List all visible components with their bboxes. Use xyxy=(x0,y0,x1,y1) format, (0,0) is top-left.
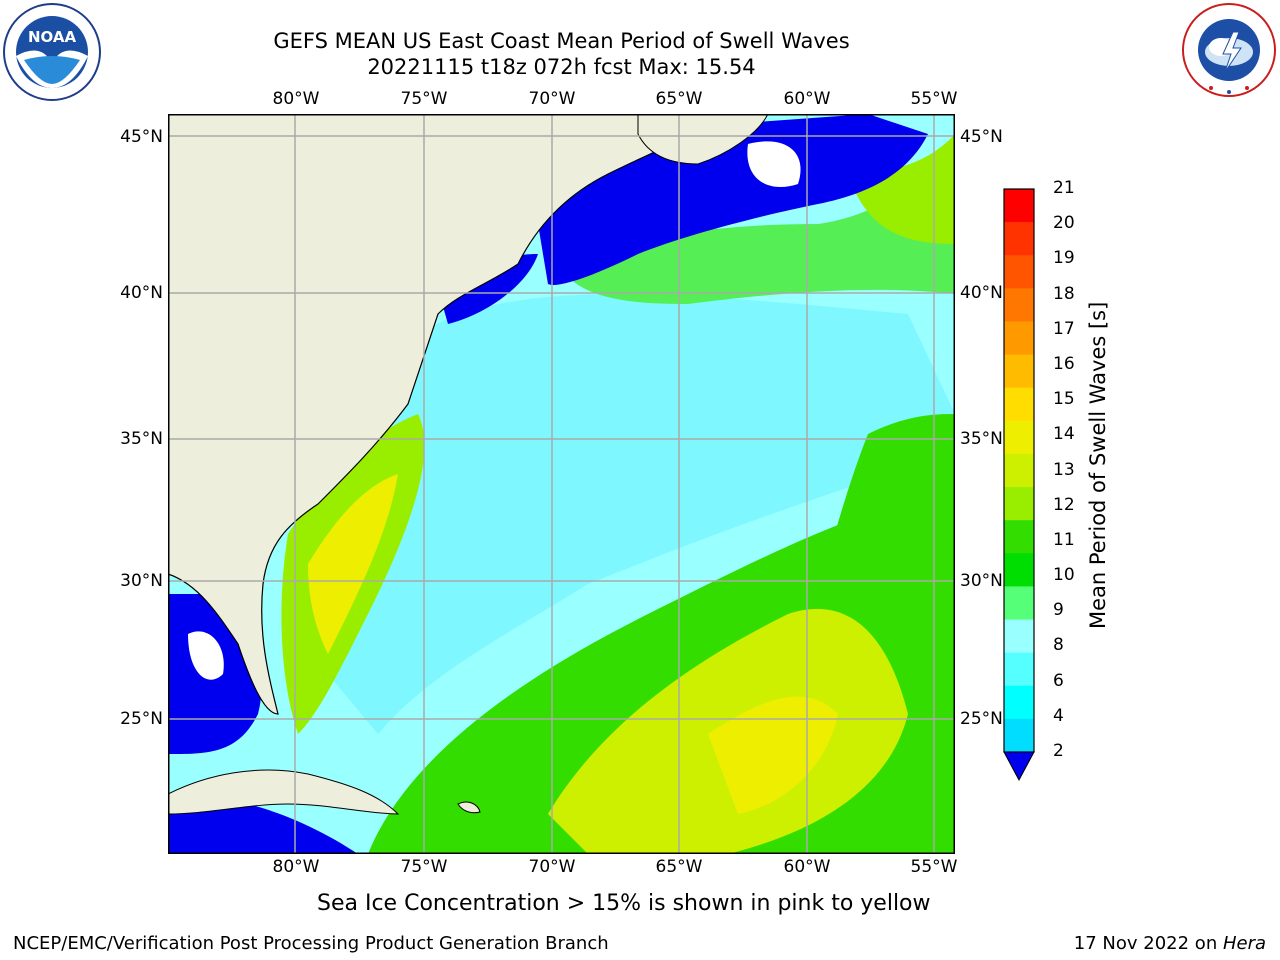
swell-field-coastal-high xyxy=(308,474,398,654)
noaa-logo-text: NOAA xyxy=(28,28,77,46)
nws-logo xyxy=(1182,3,1276,97)
colorbar-tick-label: 10 xyxy=(1053,565,1075,586)
colorbar-swatch xyxy=(1004,520,1034,554)
lat-label-left: 30°N xyxy=(120,571,163,591)
ice-or-land-mask xyxy=(747,141,801,188)
colorbar-tick-label: 12 xyxy=(1053,494,1075,515)
lon-label-top: 80°W xyxy=(272,89,320,109)
lon-label-top: 55°W xyxy=(910,89,958,109)
lat-label-right: 25°N xyxy=(960,709,1003,729)
map-frame xyxy=(168,114,955,854)
colorbar-swatch xyxy=(1004,387,1034,422)
lon-label-bottom: 80°W xyxy=(272,857,320,877)
colorbar-tick-label: 9 xyxy=(1053,600,1064,621)
lat-label-right: 30°N xyxy=(960,571,1003,591)
lon-label-bottom: 70°W xyxy=(528,857,576,877)
lon-label-bottom: 60°W xyxy=(783,857,831,877)
lon-label-bottom: 65°W xyxy=(655,857,703,877)
colorbar-tick-label: 13 xyxy=(1053,459,1075,480)
footer-right: 17 Nov 2022 on Hera xyxy=(1074,933,1266,954)
lon-label-top: 60°W xyxy=(783,89,831,109)
colorbar-swatch xyxy=(1004,652,1034,687)
colorbar-tick-label: 15 xyxy=(1053,389,1075,410)
colorbar-title: Mean Period of Swell Waves [s] xyxy=(1086,301,1110,629)
land-nova-scotia xyxy=(637,114,769,165)
lon-label-top: 75°W xyxy=(400,89,448,109)
swell-field-interior xyxy=(328,294,955,734)
colorbar-swatch xyxy=(1004,453,1034,488)
colorbar-tick-label: 2 xyxy=(1053,741,1064,761)
colorbar-tick-label: 18 xyxy=(1053,283,1075,304)
chart-title: GEFS MEAN US East Coast Mean Period of S… xyxy=(273,29,850,53)
lat-label-right: 35°N xyxy=(960,429,1003,449)
map-panel xyxy=(168,114,955,854)
colorbar-swatch xyxy=(1004,288,1034,322)
colorbar xyxy=(1003,188,1035,782)
sea-ice-note: Sea Ice Concentration > 15% is shown in … xyxy=(317,891,931,916)
colorbar-tick-label: 6 xyxy=(1053,670,1064,691)
lat-label-left: 35°N xyxy=(120,429,163,449)
colorbar-swatch xyxy=(1004,420,1034,455)
footer-host: Hera xyxy=(1222,933,1266,954)
lat-label-left: 25°N xyxy=(120,709,163,729)
lat-label-left: 40°N xyxy=(120,283,163,303)
colorbar-tick-label: 20 xyxy=(1053,213,1075,234)
colorbar-tick-label: 11 xyxy=(1053,529,1075,550)
colorbar-tick-label: 8 xyxy=(1053,635,1064,656)
colorbar-swatch xyxy=(1004,553,1034,587)
swell-field-peak xyxy=(708,696,838,814)
colorbar-extend-arrow xyxy=(1003,751,1035,782)
swell-field-north-yellow xyxy=(848,134,955,244)
lon-label-bottom: 75°W xyxy=(400,857,448,877)
swell-field-north xyxy=(558,134,955,304)
colorbar-swatch xyxy=(1004,619,1034,654)
colorbar-swatch xyxy=(1004,222,1034,256)
footer-date: 17 Nov 2022 on xyxy=(1073,933,1223,954)
land-north-america xyxy=(168,114,730,715)
colorbar-tick-label: 16 xyxy=(1053,353,1075,374)
colorbar-swatch xyxy=(1004,718,1034,753)
lon-label-top: 65°W xyxy=(655,89,703,109)
lat-label-right: 40°N xyxy=(960,283,1003,303)
colorbar-tick-label: 4 xyxy=(1053,705,1064,726)
colorbar-tick-label: 17 xyxy=(1053,318,1075,339)
land-island xyxy=(457,801,481,814)
lon-label-bottom: 55°W xyxy=(910,857,958,877)
swell-field-mid-atlantic-low xyxy=(438,254,538,324)
chart-subtitle: 20221115 t18z 072h fcst Max: 15.54 xyxy=(367,55,756,79)
colorbar-swatch xyxy=(1004,189,1034,223)
colorbar-blocks xyxy=(1004,189,1034,753)
graticule xyxy=(168,114,955,854)
noaa-logo: NOAA xyxy=(3,3,101,101)
colorbar-swatch xyxy=(1004,321,1034,356)
colorbar-tick-label: 14 xyxy=(1053,424,1075,445)
colorbar-swatch xyxy=(1004,586,1034,621)
mask-gulf xyxy=(188,631,224,680)
lat-label-right: 45°N xyxy=(960,127,1003,147)
land-cuba xyxy=(168,769,400,815)
colorbar-swatch xyxy=(1004,354,1034,389)
swell-field-gulf-of-maine xyxy=(538,114,928,285)
lon-label-top: 70°W xyxy=(528,89,576,109)
footer-left: NCEP/EMC/Verification Post Processing Pr… xyxy=(13,933,609,954)
colorbar-frame xyxy=(1003,188,1035,753)
colorbar-tick-label: 19 xyxy=(1053,248,1075,269)
colorbar-tick-label: 21 xyxy=(1053,178,1075,198)
lat-label-left: 45°N xyxy=(120,127,163,147)
colorbar-swatch xyxy=(1004,487,1034,521)
colorbar-swatch xyxy=(1004,255,1034,289)
colorbar-swatch xyxy=(1004,685,1034,720)
